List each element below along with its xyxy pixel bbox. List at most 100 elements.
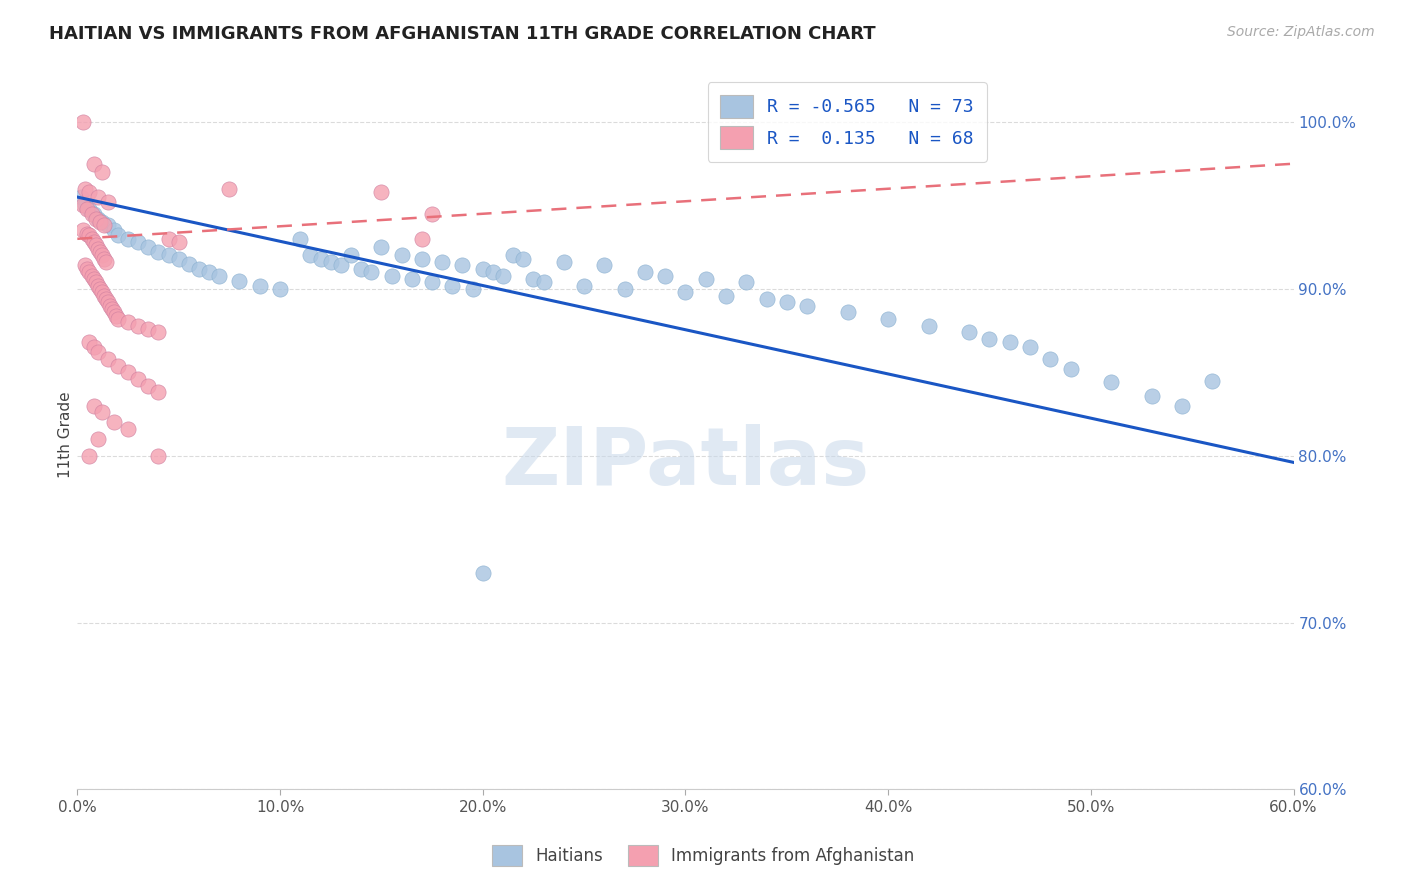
- Point: [83, 157, 105, 171]
- Point: [94, 255, 117, 269]
- Point: [340, 248, 363, 262]
- Text: Source: ZipAtlas.com: Source: ZipAtlas.com: [1227, 25, 1375, 39]
- Point: [104, 309, 127, 323]
- Point: [94, 292, 117, 306]
- Point: [79, 202, 101, 216]
- Point: [75, 182, 97, 196]
- Point: [714, 288, 737, 302]
- Point: [97, 219, 120, 233]
- Point: [319, 255, 342, 269]
- Point: [80, 232, 103, 246]
- Point: [80, 207, 103, 221]
- Point: [1140, 389, 1163, 403]
- Point: [299, 248, 322, 262]
- Point: [471, 261, 494, 276]
- Point: [370, 240, 392, 254]
- Point: [572, 278, 595, 293]
- Point: [1171, 399, 1194, 413]
- Point: [117, 365, 139, 379]
- Point: [93, 252, 115, 266]
- Point: [75, 259, 97, 273]
- Point: [1201, 374, 1223, 388]
- Point: [136, 322, 159, 336]
- Point: [380, 268, 402, 283]
- Point: [117, 315, 139, 329]
- Point: [79, 185, 101, 199]
- Point: [90, 285, 112, 300]
- Legend: Haitians, Immigrants from Afghanistan: Haitians, Immigrants from Afghanistan: [485, 838, 921, 873]
- Point: [93, 219, 115, 233]
- Point: [72, 115, 94, 129]
- Point: [533, 275, 555, 289]
- Point: [249, 278, 271, 293]
- Point: [290, 232, 312, 246]
- Point: [1039, 351, 1062, 366]
- Point: [79, 335, 101, 350]
- Point: [228, 273, 250, 287]
- Point: [471, 566, 494, 580]
- Point: [461, 282, 484, 296]
- Point: [89, 282, 111, 296]
- Point: [79, 265, 101, 279]
- Point: [117, 422, 139, 436]
- Point: [136, 378, 159, 392]
- Point: [593, 259, 616, 273]
- Point: [979, 332, 1001, 346]
- Point: [86, 432, 108, 446]
- Point: [420, 275, 443, 289]
- Point: [103, 415, 125, 429]
- Point: [755, 292, 778, 306]
- Point: [83, 235, 105, 249]
- Point: [148, 385, 170, 400]
- Point: [512, 252, 534, 266]
- Point: [84, 211, 107, 226]
- Point: [127, 318, 149, 333]
- Point: [86, 278, 108, 293]
- Point: [148, 449, 170, 463]
- Point: [70, 190, 93, 204]
- Point: [84, 275, 107, 289]
- Text: ZIPatlas: ZIPatlas: [502, 425, 869, 502]
- Point: [957, 325, 980, 339]
- Point: [634, 265, 657, 279]
- Point: [101, 301, 124, 316]
- Point: [776, 295, 799, 310]
- Text: HAITIAN VS IMMIGRANTS FROM AFGHANISTAN 11TH GRADE CORRELATION CHART: HAITIAN VS IMMIGRANTS FROM AFGHANISTAN 1…: [49, 25, 876, 43]
- Point: [1099, 376, 1122, 390]
- Point: [90, 405, 112, 419]
- Point: [420, 207, 443, 221]
- Point: [89, 215, 111, 229]
- Point: [90, 165, 112, 179]
- Point: [553, 255, 575, 269]
- Point: [391, 248, 413, 262]
- Point: [83, 340, 105, 354]
- Point: [522, 272, 544, 286]
- Point: [269, 282, 291, 296]
- Point: [360, 265, 382, 279]
- Point: [86, 345, 108, 359]
- Point: [97, 295, 120, 310]
- Point: [83, 272, 105, 286]
- Point: [309, 252, 332, 266]
- Point: [84, 238, 107, 252]
- Point: [654, 268, 676, 283]
- Point: [411, 252, 433, 266]
- Point: [837, 305, 859, 319]
- Point: [76, 261, 98, 276]
- Point: [918, 318, 941, 333]
- Point: [218, 182, 240, 196]
- Point: [79, 449, 101, 463]
- Point: [998, 335, 1021, 350]
- Point: [97, 195, 120, 210]
- Point: [329, 259, 352, 273]
- Point: [79, 228, 101, 243]
- Point: [796, 299, 818, 313]
- Point: [148, 245, 170, 260]
- Point: [98, 299, 121, 313]
- Point: [136, 240, 159, 254]
- Point: [93, 288, 115, 302]
- Point: [86, 190, 108, 204]
- Point: [103, 223, 125, 237]
- Point: [76, 202, 98, 216]
- Point: [90, 248, 112, 262]
